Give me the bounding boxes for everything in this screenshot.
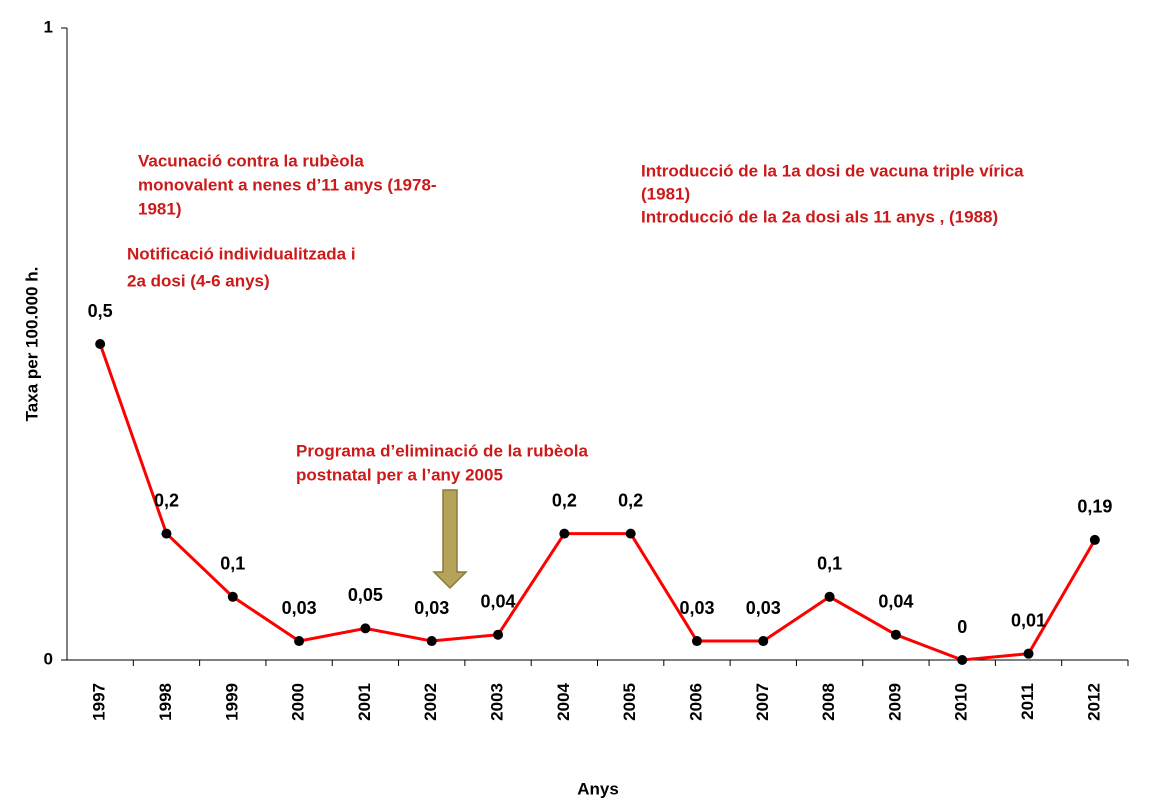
data-label: 0,19 <box>1077 497 1112 517</box>
arrow <box>432 489 468 590</box>
marker <box>890 629 901 640</box>
marker <box>691 636 702 647</box>
data-label: 0,05 <box>348 585 383 605</box>
annotation: monovalent a nenes d’11 anys (1978- <box>138 175 437 194</box>
x-tick-label: 2006 <box>686 683 705 721</box>
marker <box>559 528 570 539</box>
data-label: 0,04 <box>878 591 913 611</box>
data-label: 0,2 <box>552 490 577 510</box>
x-tick-label: 2012 <box>1084 683 1103 721</box>
x-tick-label: 1997 <box>90 683 109 721</box>
annotation: postnatal per a l’any 2005 <box>296 465 503 484</box>
x-tick-label: 2003 <box>488 683 507 721</box>
data-label: 0,04 <box>481 591 516 611</box>
annotation: 1981) <box>138 199 181 218</box>
marker <box>625 528 636 539</box>
marker <box>95 339 106 349</box>
marker <box>1089 534 1100 545</box>
x-tick-label: 2007 <box>753 683 772 721</box>
x-tick-label: 2001 <box>355 683 374 721</box>
annotation: 2a dosi (4-6 anys) <box>127 271 270 290</box>
data-label: 0,1 <box>220 554 245 574</box>
data-label: 0,01 <box>1011 610 1046 630</box>
marker <box>957 655 968 665</box>
x-tick-label: 2005 <box>620 683 639 721</box>
marker <box>824 591 835 602</box>
annotation: (1981) <box>641 184 690 203</box>
marker <box>493 629 504 640</box>
annotation: Programa d’eliminació de la rubèola <box>296 441 588 460</box>
x-tick-label: 2008 <box>819 683 838 721</box>
x-tick-label: 1998 <box>156 683 175 721</box>
x-axis-label: Anys <box>577 779 619 798</box>
y-tick-label: 1 <box>44 17 53 36</box>
data-line <box>98 343 1097 662</box>
data-label: 0,2 <box>154 490 179 510</box>
marker <box>227 591 238 602</box>
marker <box>161 528 172 539</box>
marker <box>426 636 437 647</box>
y-axis-label: Taxa per 100.000 h. <box>22 267 41 422</box>
marker <box>758 636 769 647</box>
data-label: 0,1 <box>817 554 842 574</box>
y-tick-label: 0 <box>44 649 53 668</box>
annotation: Introducció de la 1a dosi de vacuna trip… <box>641 161 1024 180</box>
data-label: 0,5 <box>88 301 113 321</box>
marker <box>294 636 305 647</box>
data-label: 0,2 <box>618 490 643 510</box>
annotation: Introducció de la 2a dosi als 11 anys , … <box>641 207 998 226</box>
data-label: 0 <box>957 617 967 637</box>
x-tick-label: 2009 <box>885 683 904 721</box>
data-label: 0,03 <box>746 598 781 618</box>
marker <box>1023 648 1034 659</box>
x-tick-label: 2011 <box>1018 683 1037 720</box>
x-tick-label: 2010 <box>952 683 971 721</box>
x-tick-label: 2002 <box>421 683 440 721</box>
data-label: 0,03 <box>282 598 317 618</box>
x-tick-label: 1999 <box>222 683 241 721</box>
data-label: 0,03 <box>679 598 714 618</box>
annotation: Notificació individualitzada i <box>127 244 356 263</box>
x-tick-label: 2000 <box>289 683 308 721</box>
x-tick-label: 2004 <box>554 682 573 720</box>
data-label: 0,03 <box>414 598 449 618</box>
marker <box>360 623 371 634</box>
annotation: Vacunació contra la rubèola <box>138 151 364 170</box>
